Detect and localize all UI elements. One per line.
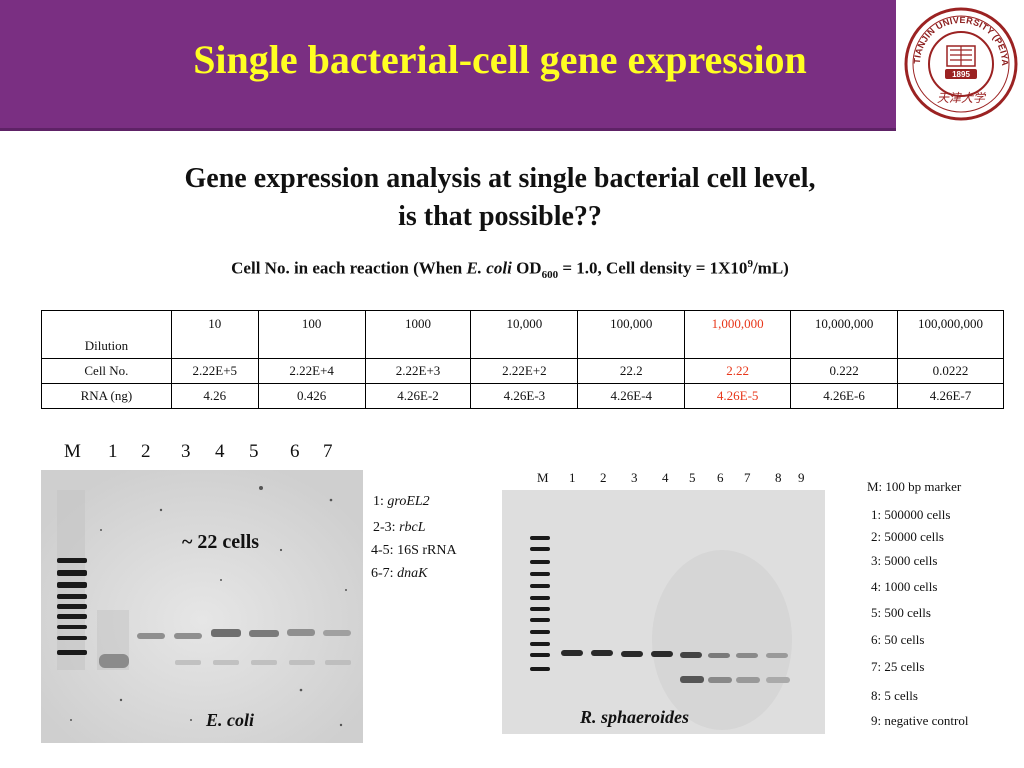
gel2-lane-label: 5	[689, 470, 696, 485]
gel2-legend-item: 3: 5000 cells	[871, 553, 938, 568]
table-cell: 4.26E-6	[790, 383, 899, 409]
gel1-legend-item: 4-5: 16S rRNA	[371, 543, 457, 558]
gel2-legend-item: 7: 25 cells	[871, 659, 925, 674]
gel2-legend-item: 5: 500 cells	[871, 605, 931, 620]
table-cell: 1000	[364, 310, 472, 359]
gel1-lane-label: 3	[181, 441, 191, 462]
row-header-dilution: Dilution	[41, 310, 172, 359]
table-cell: 100,000	[577, 310, 686, 359]
subtitle-line-2: is that possible??	[398, 201, 602, 232]
table-cell-highlight: 2.22	[684, 358, 792, 384]
table-cell: 100,000,000	[897, 310, 1004, 359]
page-title: Single bacterial-cell gene expression	[193, 37, 807, 82]
table-cell: 10	[170, 310, 259, 359]
gel2-lane-label: 4	[662, 470, 669, 485]
table-cell: 4.26E-3	[470, 383, 579, 409]
svg-text:天津大学: 天津大学	[937, 91, 987, 105]
gel2-lane-label: 2	[600, 470, 607, 485]
seal-icon: TIANJIN UNIVERSITY (PEIYANG UNIVERSITY) …	[898, 0, 1018, 121]
gel1-lane-label: 7	[323, 441, 333, 462]
table-cell: 2.22E+2	[470, 358, 579, 384]
gel1-lane-label: 2	[141, 441, 151, 462]
gel2-legend-item: M: 100 bp marker	[867, 479, 962, 494]
ecoli-gel-image	[41, 470, 363, 743]
gel1-legend-item: 6-7: dnaK	[371, 566, 428, 581]
subtitle: Gene expression analysis at single bacte…	[0, 160, 1000, 236]
gel1-lane-label: 4	[215, 441, 225, 462]
table-cell: 0.0222	[897, 358, 1004, 384]
gel2-lane-label: 6	[717, 470, 724, 485]
gel2-lane-label: 3	[631, 470, 638, 485]
gel2-legend-item: 4: 1000 cells	[871, 579, 938, 594]
gel1-lane-label: 5	[249, 441, 259, 462]
gel2-legend-item: 2: 50000 cells	[871, 529, 944, 544]
cells-count-label: ~ 22 cells	[182, 531, 260, 553]
gel2-lane-label: 8	[775, 470, 782, 485]
table-cell: 2.22E+5	[170, 358, 259, 384]
table-cell: 10,000,000	[790, 310, 899, 359]
gel1-lane-label: M	[64, 441, 81, 462]
gel2-legend-item: 1: 500000 cells	[871, 507, 951, 522]
rsphaeroides-label: R. sphaeroides	[580, 707, 690, 727]
svg-text:1895: 1895	[952, 70, 970, 79]
gel2-legend-item: 9: negative control	[871, 713, 969, 728]
table-cell: 4.26E-4	[577, 383, 686, 409]
table-cell: 10,000	[470, 310, 579, 359]
gel2-legend-item: 6: 50 cells	[871, 632, 925, 647]
row-header-rna: RNA (ng)	[41, 383, 172, 409]
rsphaeroides-gel-image	[502, 490, 825, 734]
table-row: Cell No. 2.22E+5 2.22E+4 2.22E+3 2.22E+2…	[41, 358, 1004, 384]
gel2-legend-item: 8: 5 cells	[871, 688, 918, 703]
university-logo: TIANJIN UNIVERSITY (PEIYANG UNIVERSITY) …	[898, 0, 1024, 128]
gel2-lane-label: 7	[744, 470, 751, 485]
table-cell: 2.22E+4	[257, 358, 366, 384]
table-cell: 4.26	[170, 383, 259, 409]
gel2-lane-label: 1	[569, 470, 576, 485]
table-row: Dilution 10 100 1000 10,000 100,000 1,00…	[41, 310, 1004, 359]
subtitle-line-1: Gene expression analysis at single bacte…	[184, 163, 816, 194]
gel1-legend-item: 2-3: rbcL	[373, 520, 426, 535]
table-cell-highlight: 1,000,000	[684, 310, 792, 359]
table-cell: 2.22E+3	[364, 358, 472, 384]
row-header-cell-no: Cell No.	[41, 358, 172, 384]
table-cell: 0.426	[257, 383, 366, 409]
ecoli-label: E. coli	[206, 710, 254, 730]
gel1-legend-item: 1: groEL2	[373, 494, 430, 509]
gel1-lane-label: 1	[108, 441, 118, 462]
table-cell-highlight: 4.26E-5	[684, 383, 792, 409]
table-cell: 4.26E-7	[897, 383, 1004, 409]
table-cell: 22.2	[577, 358, 686, 384]
table-cell: 100	[257, 310, 366, 359]
table-row: RNA (ng) 4.26 0.426 4.26E-2 4.26E-3 4.26…	[41, 383, 1004, 409]
gel2-lane-label: 9	[798, 470, 805, 485]
table-cell: 4.26E-2	[364, 383, 472, 409]
dilution-table: Dilution 10 100 1000 10,000 100,000 1,00…	[41, 310, 1004, 409]
table-cell: 0.222	[790, 358, 899, 384]
cell-number-caption: Cell No. in each reaction (When E. coli …	[231, 258, 789, 282]
gel1-lane-label: 6	[290, 441, 300, 462]
gel2-lane-label: M	[537, 470, 549, 485]
header-banner	[0, 0, 896, 131]
